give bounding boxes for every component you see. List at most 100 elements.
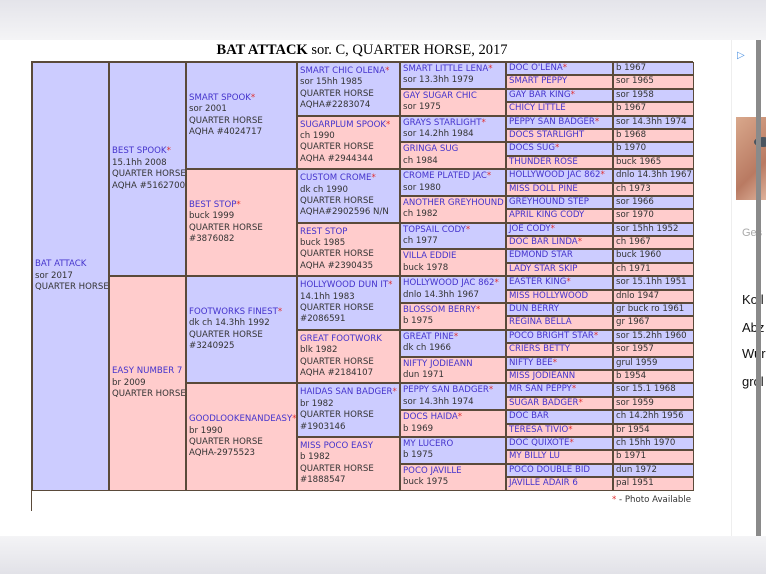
horse-link[interactable]: PEPPY SAN BADGER*: [403, 385, 503, 396]
horse-link[interactable]: DOC BAR: [509, 411, 549, 421]
horse-name[interactable]: JAVILLE ADAIR 6: [509, 478, 578, 489]
horse-name[interactable]: CHICY LITTLE: [509, 103, 566, 114]
horse-name[interactable]: PEPPY SAN BADGER: [403, 385, 489, 396]
horse-name[interactable]: MY BILLY LU: [509, 451, 560, 462]
horse-link[interactable]: NIFTY JODIEANN: [403, 359, 503, 370]
horse-name[interactable]: DOCS HAIDA: [403, 412, 458, 423]
horse-name[interactable]: SMART LITTLE LENA: [403, 64, 489, 74]
horse-name[interactable]: CRIERS BETTY: [509, 344, 571, 355]
horse-name[interactable]: POCO DOUBLE BID: [509, 464, 591, 475]
horse-name[interactable]: MR SAN PEPPY: [509, 384, 572, 395]
horse-link[interactable]: DOC QUIXOTE*: [509, 438, 574, 448]
horse-name[interactable]: SUGARPLUM SPOOK: [300, 119, 387, 130]
horse-link[interactable]: FOOTWORKS FINEST*: [189, 307, 294, 318]
horse-name[interactable]: DOC O'LENA: [509, 63, 563, 73]
horse-name[interactable]: LADY STAR SKIP: [509, 263, 578, 274]
horse-name[interactable]: REST STOP: [300, 226, 348, 237]
horse-name[interactable]: THUNDER ROSE: [509, 156, 578, 167]
horse-link[interactable]: LADY STAR SKIP: [509, 264, 577, 274]
horse-name[interactable]: GRINGA SUG: [403, 144, 459, 155]
horse-name[interactable]: BEST STOP: [189, 199, 237, 210]
horse-link[interactable]: MR SAN PEPPY*: [509, 384, 576, 394]
horse-name[interactable]: NIFTY BEE: [509, 357, 553, 368]
horse-link[interactable]: PEPPY SAN BADGER*: [509, 117, 599, 127]
horse-name[interactable]: GAY SUGAR CHIC: [403, 90, 477, 101]
horse-link[interactable]: APRIL KING CODY: [509, 210, 584, 220]
horse-link[interactable]: SMART LITTLE LENA*: [403, 64, 503, 75]
horse-link[interactable]: REST STOP: [300, 227, 397, 238]
horse-link[interactable]: DOCS HAIDA*: [403, 412, 503, 423]
horse-link[interactable]: SMART SPOOK*: [189, 93, 294, 104]
horse-link[interactable]: DOCS SUG*: [509, 143, 559, 153]
horse-name[interactable]: GREAT FOOTWORK: [300, 333, 382, 344]
horse-link[interactable]: EASY NUMBER 7: [112, 366, 183, 377]
horse-name[interactable]: MISS JODIEANN: [509, 370, 576, 381]
horse-link[interactable]: ANOTHER GREYHOUND: [403, 197, 504, 209]
horse-name[interactable]: BEST SPOOK: [112, 146, 167, 157]
horse-link[interactable]: MISS POCO EASY: [300, 441, 397, 452]
horse-link[interactable]: MY BILLY LU: [509, 451, 560, 461]
horse-link[interactable]: THUNDER ROSE: [509, 157, 578, 167]
horse-link[interactable]: GRAYS STARLIGHT*: [403, 118, 503, 129]
horse-link[interactable]: MISS DOLL PINE: [509, 184, 578, 194]
horse-name[interactable]: EDMOND STAR: [509, 250, 573, 261]
horse-name[interactable]: DUN BERRY: [509, 304, 560, 315]
horse-link[interactable]: CHICY LITTLE: [509, 103, 566, 113]
ad-image[interactable]: [736, 117, 766, 200]
horse-name[interactable]: PEPPY SAN BADGER: [509, 116, 595, 127]
horse-name[interactable]: MISS DOLL PINE: [509, 183, 578, 194]
horse-link[interactable]: HOLLYWOOD DUN IT*: [300, 280, 397, 291]
horse-link[interactable]: DOC O'LENA*: [509, 63, 567, 73]
horse-name[interactable]: MISS POCO EASY: [300, 440, 374, 451]
horse-link[interactable]: EDMOND STAR: [509, 250, 573, 260]
horse-name[interactable]: APRIL KING CODY: [509, 210, 585, 221]
horse-link[interactable]: BEST STOP*: [189, 200, 294, 211]
horse-name[interactable]: ANOTHER GREYHOUND: [403, 197, 504, 208]
horse-link[interactable]: POCO JAVILLE: [403, 466, 503, 477]
ad-choices-icon[interactable]: ▷: [737, 50, 745, 61]
horse-name[interactable]: EASY NUMBER 7: [112, 366, 183, 377]
horse-link[interactable]: JOE CODY*: [509, 224, 555, 234]
horse-link[interactable]: JAVILLE ADAIR 6: [509, 478, 578, 488]
horse-name[interactable]: POCO JAVILLE: [403, 465, 462, 476]
horse-name[interactable]: MISS HOLLYWOOD: [509, 290, 589, 301]
horse-link[interactable]: HOLLYWOOD JAC 862*: [509, 170, 605, 180]
horse-link[interactable]: EASTER KING*: [509, 277, 571, 287]
horse-name[interactable]: DOC BAR: [509, 411, 549, 422]
horse-name[interactable]: JOE CODY: [509, 223, 551, 234]
horse-name[interactable]: MY LUCERO: [403, 438, 454, 449]
horse-name[interactable]: DOC QUIXOTE: [509, 437, 570, 448]
horse-link[interactable]: SUGAR BADGER*: [509, 398, 583, 408]
horse-link[interactable]: GOODLOOKENANDEASY*: [189, 414, 296, 425]
horse-link[interactable]: CUSTOM CROME*: [300, 173, 397, 184]
horse-name[interactable]: VILLA EDDIE: [403, 251, 457, 262]
horse-name[interactable]: TOPSAIL CODY: [403, 224, 466, 235]
scrollbar[interactable]: [756, 40, 761, 536]
horse-link[interactable]: BEST SPOOK*: [112, 146, 183, 157]
horse-link[interactable]: GREAT PINE*: [403, 332, 503, 343]
horse-name[interactable]: HAIDAS SAN BADGER: [300, 387, 393, 398]
horse-link[interactable]: TOPSAIL CODY*: [403, 225, 503, 236]
horse-name[interactable]: HOLLYWOOD DUN IT: [300, 280, 389, 291]
horse-link[interactable]: BLOSSOM BERRY*: [403, 305, 503, 316]
horse-name[interactable]: GREAT PINE: [403, 331, 454, 342]
horse-name[interactable]: POCO BRIGHT STAR: [509, 330, 594, 341]
horse-link[interactable]: DUN BERRY: [509, 304, 559, 314]
horse-name[interactable]: GRAYS STARLIGHT: [403, 117, 482, 128]
horse-name[interactable]: FOOTWORKS FINEST: [189, 307, 278, 317]
horse-link[interactable]: REGINA BELLA: [509, 317, 572, 327]
horse-link[interactable]: POCO DOUBLE BID: [509, 465, 590, 475]
horse-name[interactable]: SMART PEPPY: [509, 76, 568, 87]
horse-name[interactable]: DOCS STARLIGHT: [509, 129, 585, 140]
horse-link[interactable]: GREYHOUND STEP: [509, 197, 589, 207]
horse-link[interactable]: GRINGA SUG: [403, 144, 503, 155]
horse-name[interactable]: NIFTY JODIEANN: [403, 358, 473, 369]
horse-link[interactable]: DOCS STARLIGHT: [509, 130, 584, 140]
horse-link[interactable]: VILLA EDDIE: [403, 251, 503, 262]
horse-name[interactable]: GOODLOOKENANDEASY: [189, 414, 293, 425]
horse-name[interactable]: HOLLYWOOD JAC 862: [509, 170, 601, 181]
horse-name[interactable]: HOLLYWOOD JAC 862: [403, 278, 495, 289]
horse-name[interactable]: REGINA BELLA: [509, 317, 572, 328]
horse-link[interactable]: POCO BRIGHT STAR*: [509, 331, 598, 341]
horse-link[interactable]: GREAT FOOTWORK: [300, 334, 397, 345]
